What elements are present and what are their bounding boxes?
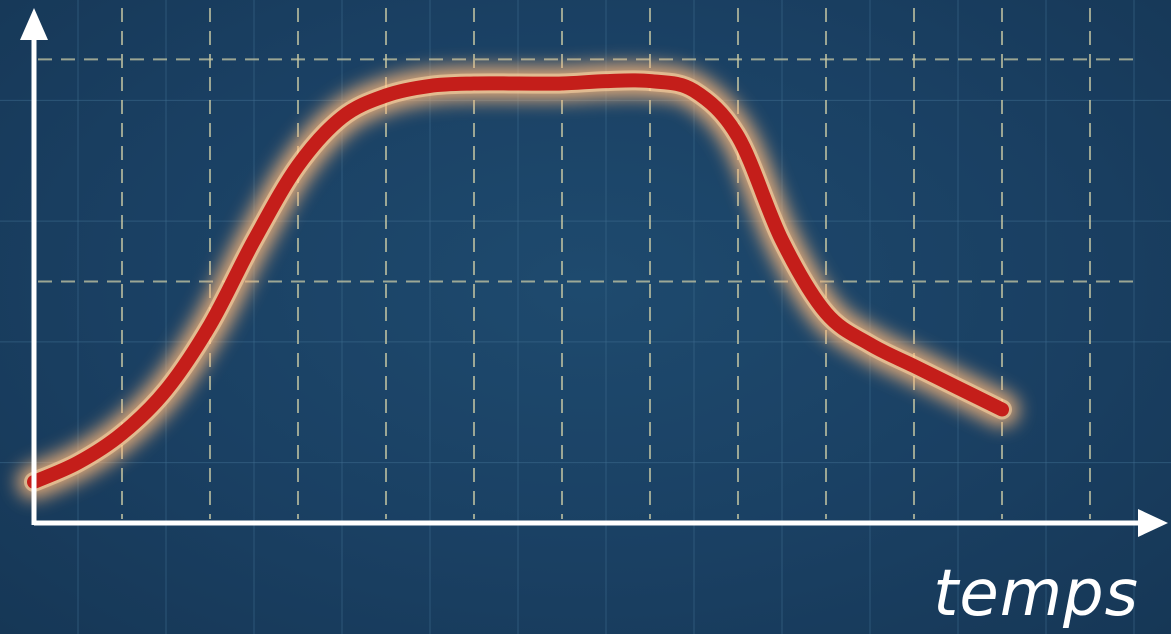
- y-axis-arrow-icon: [20, 8, 48, 40]
- axes: [20, 8, 1168, 537]
- x-axis-arrow-icon: [1138, 509, 1168, 537]
- x-axis-label: temps: [933, 557, 1139, 631]
- series-0-line: [27, 73, 1009, 489]
- series-layer: [17, 63, 1019, 499]
